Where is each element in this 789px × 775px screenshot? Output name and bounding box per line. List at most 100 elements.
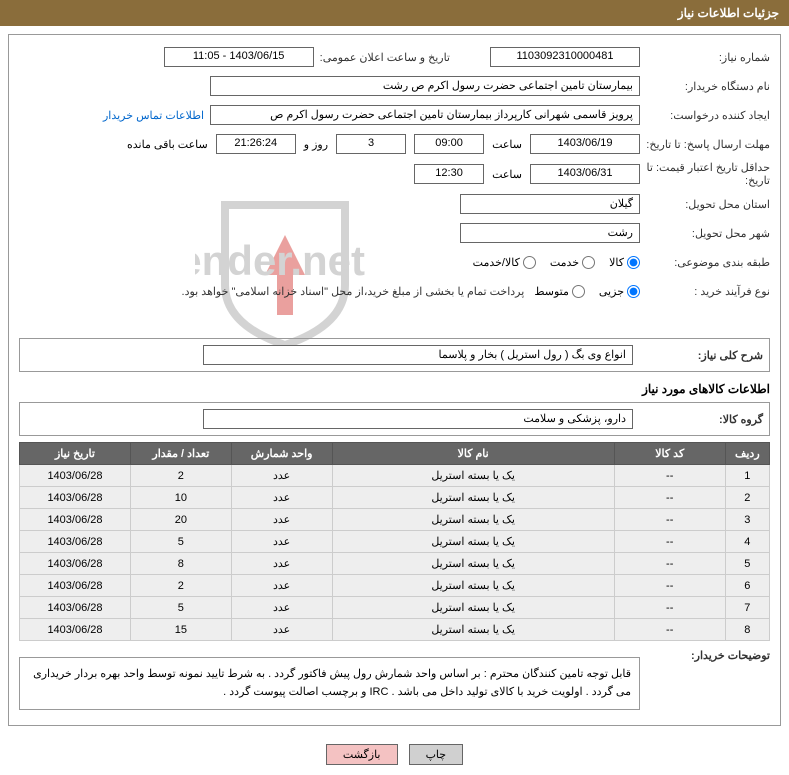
remain-days-field: 3	[336, 134, 406, 154]
cat-goods-radio[interactable]	[627, 256, 640, 269]
table-cell: --	[614, 465, 725, 487]
table-cell: یک یا بسته استریل	[332, 487, 614, 509]
announce-field: 1403/06/15 - 11:05	[164, 47, 314, 67]
province-label: استان محل تحویل:	[640, 198, 770, 211]
reply-deadline-label: مهلت ارسال پاسخ: تا تاریخ:	[640, 138, 770, 151]
need-desc-field: انواع وی بگ ( رول استریل ) بخار و پلاسما	[203, 345, 633, 365]
table-cell: --	[614, 597, 725, 619]
city-label: شهر محل تحویل:	[640, 227, 770, 240]
table-row: 2--یک یا بسته استریلعدد101403/06/28	[20, 487, 770, 509]
row-price-validity: حداقل تاریخ اعتبار قیمت: تا تاریخ: 1403/…	[19, 161, 770, 187]
buyer-org-field: بیمارستان تامین اجتماعی حضرت رسول اکرم ص…	[210, 76, 640, 96]
time-label-1: ساعت	[492, 138, 522, 151]
table-cell: 1403/06/28	[20, 597, 131, 619]
announce-label: تاریخ و ساعت اعلان عمومی:	[314, 51, 450, 64]
table-cell: 1	[725, 465, 769, 487]
print-button[interactable]: چاپ	[409, 744, 464, 765]
table-cell: 2	[130, 465, 231, 487]
table-cell: یک یا بسته استریل	[332, 531, 614, 553]
table-cell: عدد	[231, 509, 332, 531]
table-cell: --	[614, 619, 725, 641]
need-desc-label: شرح کلی نیاز:	[633, 349, 763, 362]
table-cell: 2	[725, 487, 769, 509]
row-process: نوع فرآیند خرید : جزیی متوسط پرداخت تمام…	[19, 279, 770, 303]
table-row: 5--یک یا بسته استریلعدد81403/06/28	[20, 553, 770, 575]
table-cell: 8	[725, 619, 769, 641]
proc-small-label: جزیی	[599, 285, 624, 298]
price-time-field: 12:30	[414, 164, 484, 184]
category-radio-group: کالا خدمت کالا/خدمت	[473, 256, 640, 269]
row-requester: ایجاد کننده درخواست: پرویز قاسمی شهرانی …	[19, 103, 770, 127]
panel-header: جزئیات اطلاعات نیاز	[0, 0, 789, 26]
table-header-cell: ردیف	[725, 443, 769, 465]
proc-small-option[interactable]: جزیی	[599, 285, 640, 298]
price-validity-label: حداقل تاریخ اعتبار قیمت: تا تاریخ:	[640, 161, 770, 187]
table-cell: عدد	[231, 597, 332, 619]
province-field: گیلان	[460, 194, 640, 214]
cat-both-radio[interactable]	[523, 256, 536, 269]
proc-small-radio[interactable]	[627, 285, 640, 298]
proc-medium-option[interactable]: متوسط	[534, 285, 585, 298]
button-bar: چاپ بازگشت	[0, 734, 789, 775]
table-cell: 6	[725, 575, 769, 597]
table-cell: --	[614, 575, 725, 597]
contact-link[interactable]: اطلاعات تماس خریدار	[103, 109, 204, 122]
city-field: رشت	[460, 223, 640, 243]
table-cell: 1403/06/28	[20, 509, 131, 531]
table-row: 3--یک یا بسته استریلعدد201403/06/28	[20, 509, 770, 531]
remain-suffix-label: ساعت باقی مانده	[127, 138, 208, 151]
need-desc-box: شرح کلی نیاز: انواع وی بگ ( رول استریل )…	[19, 338, 770, 372]
table-row: 6--یک یا بسته استریلعدد21403/06/28	[20, 575, 770, 597]
time-label-2: ساعت	[492, 168, 522, 181]
table-cell: یک یا بسته استریل	[332, 597, 614, 619]
table-row: 4--یک یا بسته استریلعدد51403/06/28	[20, 531, 770, 553]
cat-service-option[interactable]: خدمت	[550, 256, 595, 269]
table-cell: یک یا بسته استریل	[332, 575, 614, 597]
requester-field: پرویز قاسمی شهرانی کارپرداز بیمارستان تا…	[210, 105, 640, 125]
row-category: طبقه بندی موضوعی: کالا خدمت کالا/خدمت	[19, 250, 770, 274]
panel-title: جزئیات اطلاعات نیاز	[678, 6, 779, 20]
cat-both-option[interactable]: کالا/خدمت	[473, 256, 536, 269]
table-header-cell: نام کالا	[332, 443, 614, 465]
table-header-cell: تعداد / مقدار	[130, 443, 231, 465]
table-cell: 5	[130, 531, 231, 553]
cat-service-radio[interactable]	[582, 256, 595, 269]
reply-time-field: 09:00	[414, 134, 484, 154]
cat-goods-option[interactable]: کالا	[609, 256, 640, 269]
table-cell: 1403/06/28	[20, 553, 131, 575]
table-cell: --	[614, 531, 725, 553]
table-row: 7--یک یا بسته استریلعدد51403/06/28	[20, 597, 770, 619]
table-cell: یک یا بسته استریل	[332, 553, 614, 575]
table-cell: 10	[130, 487, 231, 509]
table-cell: --	[614, 553, 725, 575]
reply-date-field: 1403/06/19	[530, 134, 640, 154]
table-cell: --	[614, 487, 725, 509]
proc-medium-label: متوسط	[534, 285, 569, 298]
row-province: استان محل تحویل: گیلان	[19, 192, 770, 216]
requester-label: ایجاد کننده درخواست:	[640, 109, 770, 122]
table-cell: 1403/06/28	[20, 487, 131, 509]
row-need-no: شماره نیاز: 1103092310000481 تاریخ و ساع…	[19, 45, 770, 69]
table-cell: --	[614, 509, 725, 531]
proc-medium-radio[interactable]	[572, 285, 585, 298]
cat-goods-label: کالا	[609, 256, 624, 269]
back-button[interactable]: بازگشت	[326, 744, 398, 765]
table-cell: 1403/06/28	[20, 619, 131, 641]
need-no-label: شماره نیاز:	[640, 51, 770, 64]
panel-body: AriaTender.net شماره نیاز: 1103092310000…	[8, 34, 781, 726]
table-cell: 8	[130, 553, 231, 575]
buyer-notes-field: قابل توجه تامین کنندگان محترم : بر اساس …	[19, 657, 640, 710]
process-radio-group: جزیی متوسط	[534, 285, 640, 298]
group-field: دارو، پزشکی و سلامت	[203, 409, 633, 429]
table-cell: 5	[130, 597, 231, 619]
cat-service-label: خدمت	[550, 256, 579, 269]
table-cell: یک یا بسته استریل	[332, 619, 614, 641]
remain-clock-field: 21:26:24	[216, 134, 296, 154]
table-cell: عدد	[231, 619, 332, 641]
group-box: گروه کالا: دارو، پزشکی و سلامت	[19, 402, 770, 436]
table-cell: 1403/06/28	[20, 531, 131, 553]
table-header-cell: کد کالا	[614, 443, 725, 465]
row-buyer-org: نام دستگاه خریدار: بیمارستان تامین اجتما…	[19, 74, 770, 98]
table-row: 8--یک یا بسته استریلعدد151403/06/28	[20, 619, 770, 641]
cat-both-label: کالا/خدمت	[473, 256, 520, 269]
